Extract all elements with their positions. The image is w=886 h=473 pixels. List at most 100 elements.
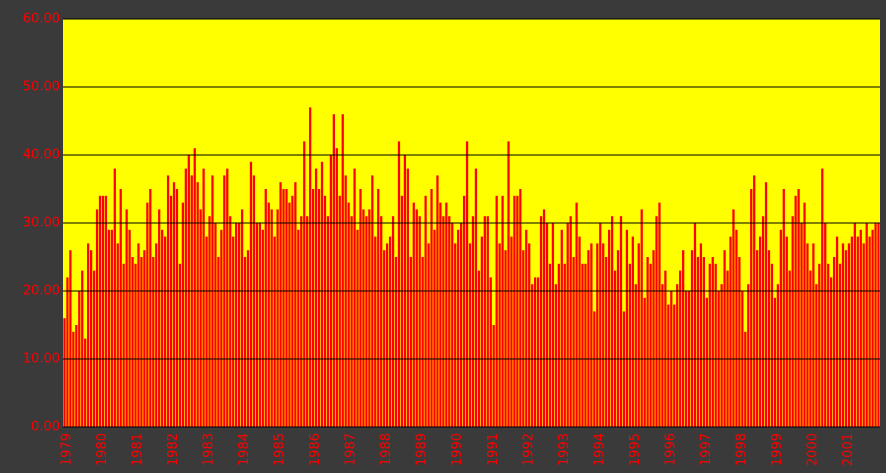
bar bbox=[362, 209, 365, 427]
bar bbox=[101, 195, 105, 427]
bar bbox=[726, 270, 729, 427]
bar bbox=[383, 250, 386, 427]
bar bbox=[551, 223, 555, 427]
bar bbox=[252, 175, 256, 427]
bar bbox=[827, 263, 830, 427]
x-tick-label: 1990 bbox=[450, 433, 465, 466]
bar bbox=[240, 209, 244, 427]
bar bbox=[853, 223, 856, 427]
bar bbox=[190, 175, 193, 427]
bar bbox=[507, 141, 510, 427]
bar bbox=[353, 168, 356, 427]
bar bbox=[850, 236, 854, 427]
bar bbox=[285, 189, 288, 427]
bar bbox=[747, 284, 750, 427]
bar bbox=[291, 195, 294, 427]
bar bbox=[859, 229, 862, 427]
bar bbox=[682, 250, 685, 427]
bar bbox=[246, 250, 250, 427]
bar bbox=[279, 182, 282, 427]
y-tick-label: 50.00 bbox=[23, 80, 60, 95]
bar bbox=[371, 175, 374, 427]
bar bbox=[323, 195, 327, 427]
bar bbox=[424, 195, 427, 427]
bar bbox=[516, 195, 519, 427]
y-tick-label: 0.00 bbox=[31, 420, 60, 435]
bar bbox=[81, 270, 84, 427]
bar bbox=[155, 243, 158, 427]
bar bbox=[146, 202, 149, 427]
bar bbox=[294, 182, 297, 427]
bar bbox=[590, 243, 593, 427]
bar bbox=[415, 209, 418, 427]
bar bbox=[483, 216, 486, 427]
bar bbox=[175, 189, 179, 427]
bar bbox=[750, 189, 753, 427]
bar bbox=[433, 229, 436, 427]
bar bbox=[184, 168, 187, 427]
x-tick-label: 1988 bbox=[379, 433, 394, 466]
bar bbox=[628, 263, 631, 427]
bar bbox=[95, 209, 99, 427]
bar bbox=[622, 311, 626, 427]
bar bbox=[104, 195, 108, 427]
bar bbox=[803, 202, 806, 427]
bar bbox=[249, 161, 253, 428]
bar bbox=[835, 236, 839, 427]
bar bbox=[412, 202, 415, 427]
bar bbox=[613, 270, 617, 427]
bar bbox=[708, 263, 711, 427]
bar bbox=[658, 202, 661, 427]
bar bbox=[214, 223, 217, 427]
bar bbox=[874, 223, 877, 427]
bar bbox=[406, 168, 409, 427]
bar bbox=[519, 189, 522, 427]
bar bbox=[125, 209, 128, 427]
x-tick-label: 1984 bbox=[237, 433, 252, 466]
bar bbox=[312, 189, 315, 427]
bar bbox=[264, 189, 267, 427]
bar bbox=[554, 284, 557, 427]
bar bbox=[756, 250, 759, 427]
bar bbox=[587, 250, 590, 427]
bar bbox=[865, 223, 868, 427]
bar bbox=[764, 182, 768, 427]
bar bbox=[110, 229, 113, 427]
bar bbox=[356, 229, 359, 427]
bar bbox=[593, 311, 596, 427]
bar bbox=[815, 284, 818, 427]
bar bbox=[300, 216, 303, 427]
bar bbox=[667, 304, 670, 427]
bar bbox=[335, 148, 338, 427]
bar bbox=[211, 175, 214, 427]
bar bbox=[782, 189, 785, 427]
bar bbox=[193, 148, 196, 427]
bar bbox=[152, 257, 155, 427]
bar bbox=[122, 263, 125, 427]
bar bbox=[448, 216, 451, 427]
bar bbox=[140, 257, 143, 427]
y-tick-label: 30.00 bbox=[23, 216, 60, 231]
bar bbox=[320, 161, 324, 428]
bar bbox=[474, 168, 478, 427]
bar bbox=[619, 216, 623, 427]
x-tick-label: 1998 bbox=[734, 433, 749, 466]
x-tick-label: 1999 bbox=[770, 433, 785, 466]
bar bbox=[492, 325, 495, 427]
bar bbox=[471, 216, 475, 427]
bar bbox=[223, 175, 226, 427]
bar bbox=[702, 257, 705, 427]
bar bbox=[98, 195, 102, 427]
x-tick-label: 1989 bbox=[415, 433, 430, 466]
bar bbox=[841, 243, 845, 427]
bar bbox=[359, 189, 362, 427]
bar bbox=[196, 182, 199, 427]
bar bbox=[350, 216, 353, 427]
bar bbox=[314, 168, 318, 427]
bar bbox=[744, 331, 747, 427]
bar bbox=[761, 216, 765, 427]
bar bbox=[297, 229, 300, 427]
x-tick-label: 1987 bbox=[344, 433, 359, 466]
bar bbox=[536, 277, 540, 427]
bar bbox=[501, 195, 504, 427]
